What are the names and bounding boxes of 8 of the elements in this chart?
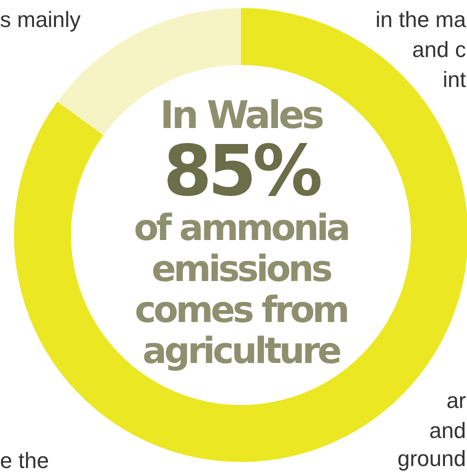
text: s mainly	[0, 7, 81, 32]
text: ar	[446, 388, 466, 413]
text: e the	[0, 448, 49, 472]
text: in the ma	[376, 7, 467, 32]
text: int	[442, 67, 466, 92]
text: and	[429, 418, 466, 443]
text: and c	[412, 37, 466, 62]
text: ground	[397, 446, 466, 471]
